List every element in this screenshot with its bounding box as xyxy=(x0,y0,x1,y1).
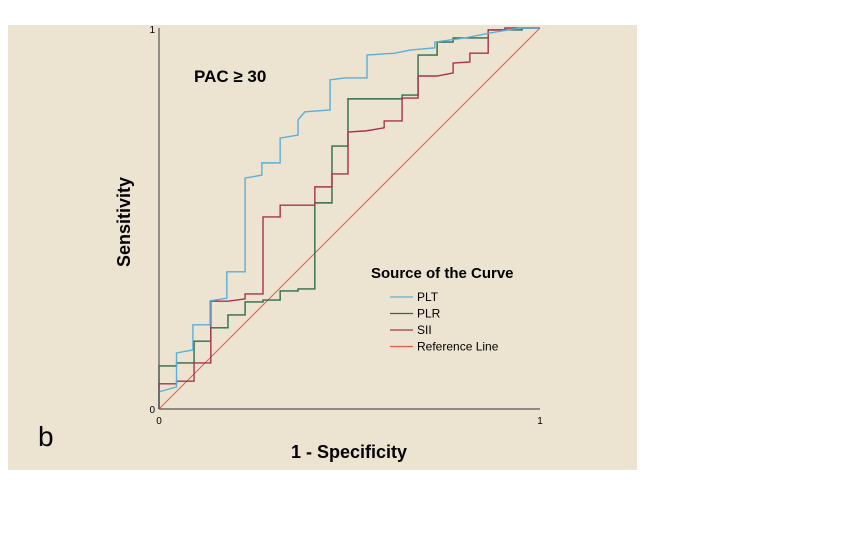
x-tick-1: 1 xyxy=(537,416,543,427)
y-axis-label: Sensitivity xyxy=(114,177,134,267)
legend-label: PLT xyxy=(417,290,439,304)
x-tick-0: 0 xyxy=(156,416,162,427)
chart-title: PAC ≥ 30 xyxy=(194,67,266,86)
curve-sii xyxy=(158,27,540,409)
y-tick-0: 0 xyxy=(149,405,155,416)
legend-label: PLR xyxy=(417,307,441,321)
y-tick-1: 1 xyxy=(149,25,155,36)
legend-title: Source of the Curve xyxy=(371,265,514,282)
chart-panel xyxy=(8,25,637,470)
legend: PLT PLR SII Reference Line xyxy=(390,290,499,354)
legend-label: SII xyxy=(417,323,432,337)
x-axis-label: 1 - Specificity xyxy=(291,442,407,462)
legend-label: Reference Line xyxy=(417,340,499,354)
panel-label: b xyxy=(38,421,54,452)
curve-plt xyxy=(158,27,540,409)
curve-reference-line xyxy=(158,27,541,410)
